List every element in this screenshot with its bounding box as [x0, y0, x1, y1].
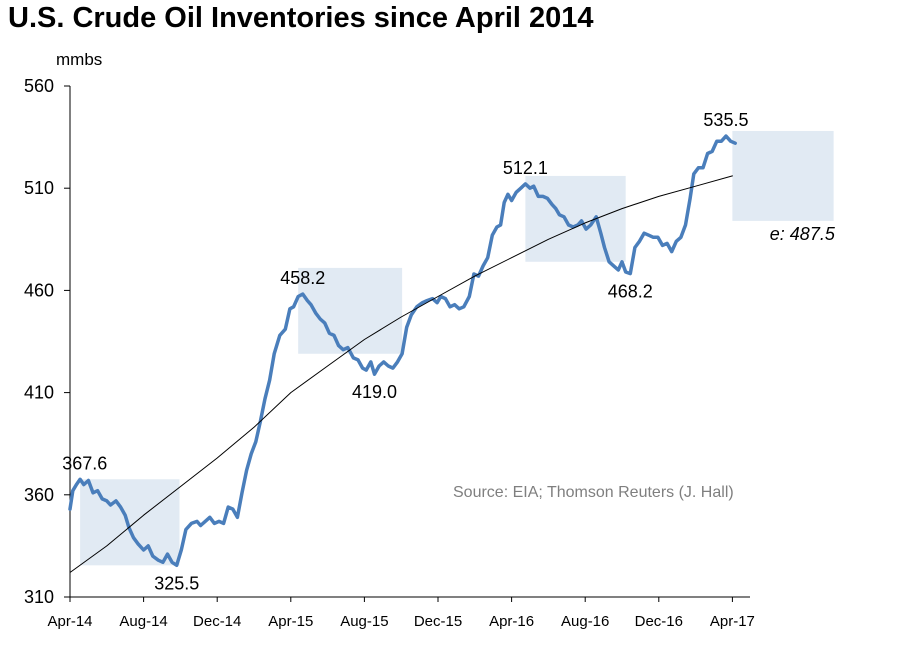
x-tick-label: Apr-16	[489, 613, 534, 630]
inventory-series-line	[68, 134, 737, 568]
y-axis-unit-label: mmbs	[56, 50, 103, 69]
x-tick-label: Dec-14	[193, 613, 241, 630]
x-tick-label: Apr-15	[268, 613, 313, 630]
shaded-region-4	[732, 130, 834, 221]
x-tick-label: Aug-15	[340, 613, 388, 630]
x-tick-label: Aug-14	[119, 613, 167, 630]
value-annotation: 468.2	[608, 282, 653, 302]
value-annotation: 512.1	[503, 158, 548, 178]
x-tick-label: Aug-16	[561, 613, 609, 630]
y-tick-label: 510	[24, 178, 54, 198]
trend-line	[69, 175, 733, 573]
shaded-region-1	[80, 479, 180, 566]
y-tick-label: 360	[24, 485, 54, 505]
source-note: Source: EIA; Thomson Reuters (J. Hall)	[453, 484, 734, 501]
y-tick-label: 310	[24, 587, 54, 607]
y-ticks: 310 360 410 460 510 560	[24, 76, 70, 607]
value-annotations: 367.6 325.5 458.2 419.0 512.1 468.2 535.5 e: 48…	[62, 110, 836, 593]
series-lines	[68, 134, 737, 573]
shaded-regions	[80, 130, 834, 566]
value-annotation: e: 487.5	[770, 224, 836, 244]
x-ticks: Apr-14 Aug-14 Dec-14 Apr-15 Aug-15 Dec-15 Apr-…	[47, 597, 755, 630]
value-annotation: 325.5	[154, 573, 199, 593]
y-tick-label: 460	[24, 280, 54, 300]
value-annotation: 419.0	[352, 382, 397, 402]
x-tick-label: Dec-15	[414, 613, 462, 630]
value-annotation: 367.6	[62, 453, 107, 473]
value-annotation: 458.2	[280, 268, 325, 288]
y-tick-label: 560	[24, 76, 54, 96]
axes	[69, 86, 750, 598]
x-tick-label: Apr-14	[47, 613, 92, 630]
value-annotation: 535.5	[703, 110, 748, 130]
x-tick-label: Dec-16	[635, 613, 683, 630]
chart-title: U.S. Crude Oil Inventories since April 2…	[8, 2, 594, 34]
x-tick-label: Apr-17	[710, 613, 755, 630]
shaded-region-3	[525, 175, 626, 262]
y-tick-label: 410	[24, 383, 54, 403]
